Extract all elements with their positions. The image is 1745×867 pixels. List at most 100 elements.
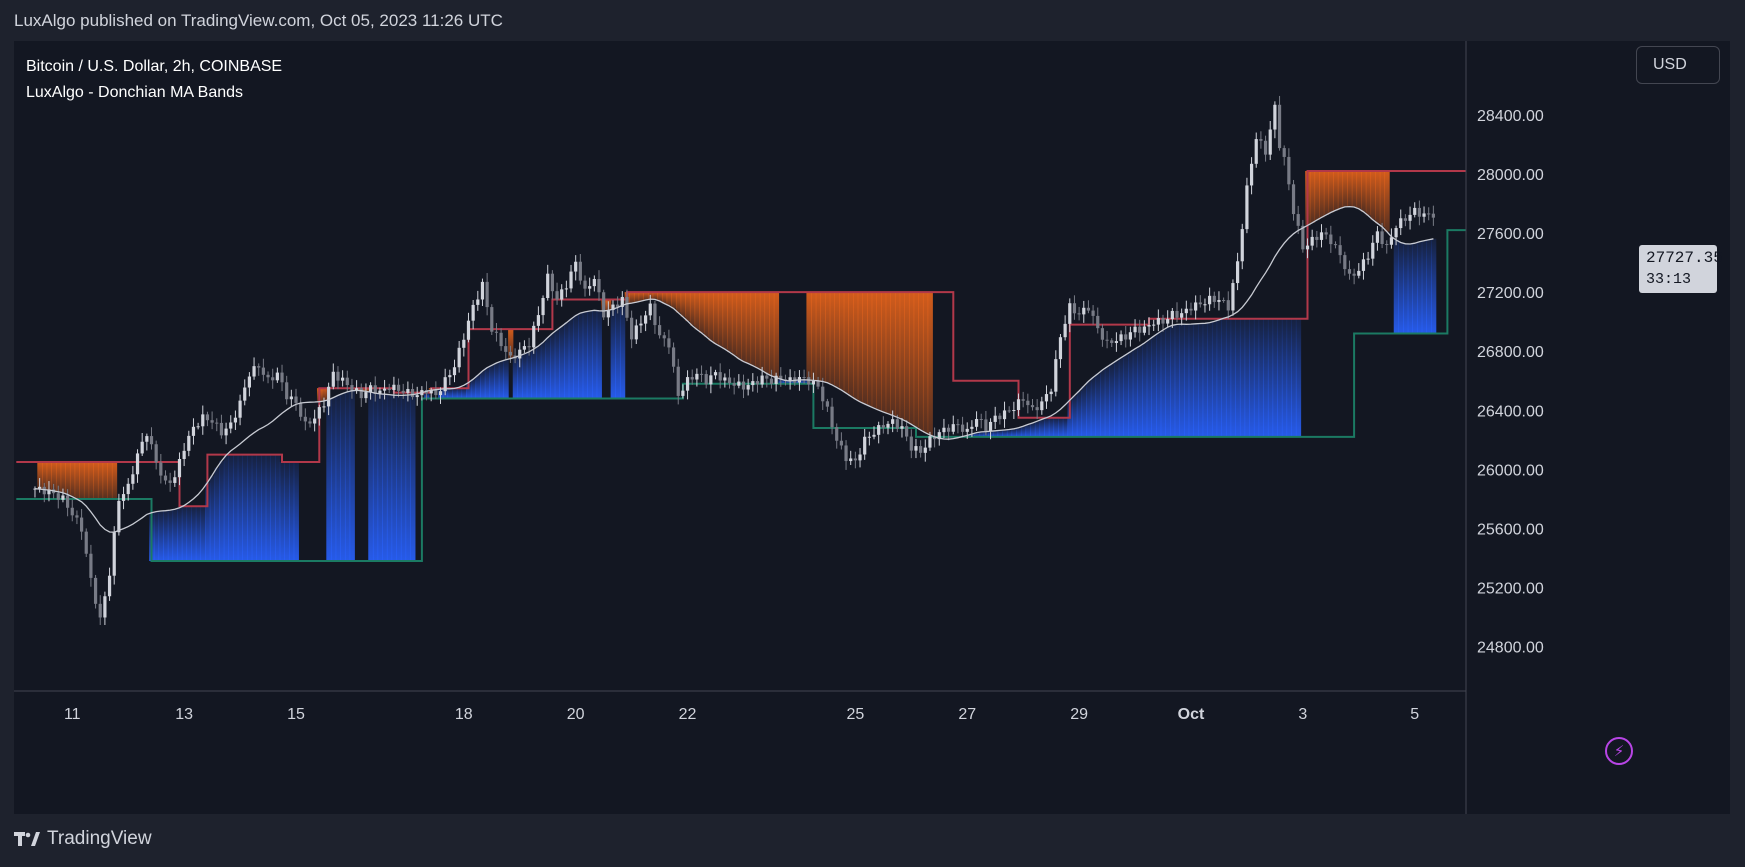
candle xyxy=(191,418,196,445)
candle xyxy=(1128,326,1132,347)
candle xyxy=(1263,135,1268,162)
x-tick-label: 20 xyxy=(567,706,585,723)
candle xyxy=(1268,120,1272,161)
candle xyxy=(443,368,447,396)
candle xyxy=(1245,177,1249,234)
candle xyxy=(1352,268,1356,285)
candle xyxy=(1357,263,1361,279)
symbol-title[interactable]: Bitcoin / U.S. Dollar, 2h, COINBASE xyxy=(26,58,283,75)
candle xyxy=(1208,287,1212,311)
candle xyxy=(946,424,951,441)
candle xyxy=(280,364,284,392)
candle xyxy=(1058,333,1063,368)
candle xyxy=(1394,225,1398,246)
candle xyxy=(788,369,792,390)
chart-legend: Bitcoin / U.S. Dollar, 2h, COINBASE LuxA… xyxy=(26,54,282,106)
candle xyxy=(1035,399,1039,419)
candle xyxy=(448,369,452,386)
candle xyxy=(546,264,550,301)
candle xyxy=(275,367,279,383)
candle xyxy=(886,421,890,435)
candle xyxy=(867,431,871,446)
x-tick-label: 27 xyxy=(958,706,976,723)
chart-pane[interactable]: 24800.00 25200.00 25600.00 26000.00 26400.00… xyxy=(14,41,1730,814)
candle xyxy=(1222,297,1226,303)
candle xyxy=(676,358,680,405)
currency-button[interactable]: USD xyxy=(1636,46,1720,84)
x-tick-label: 11 xyxy=(64,706,81,723)
candle xyxy=(644,310,648,332)
candle xyxy=(406,381,410,402)
bar-countdown: 33:13 xyxy=(1646,271,1692,288)
candle xyxy=(163,470,168,485)
candle xyxy=(364,383,368,403)
y-tick-label: 25600.00 xyxy=(1477,522,1544,539)
candle xyxy=(755,376,760,393)
candle xyxy=(266,371,270,384)
candle xyxy=(1347,260,1352,280)
candle xyxy=(415,386,419,406)
candle xyxy=(471,299,475,330)
candle xyxy=(1240,223,1244,270)
candle xyxy=(1305,238,1310,259)
candle xyxy=(872,426,876,440)
candle xyxy=(1184,300,1188,321)
candle xyxy=(485,273,489,316)
candle xyxy=(667,329,671,354)
candle xyxy=(569,264,573,293)
candle xyxy=(1138,319,1142,342)
candle xyxy=(522,340,527,353)
candle xyxy=(182,443,186,467)
candle xyxy=(56,485,60,509)
candle xyxy=(177,452,182,486)
lightning-icon[interactable]: ⚡ xyxy=(1605,737,1633,765)
candle xyxy=(322,397,326,413)
price-chart[interactable]: 24800.00 25200.00 25600.00 26000.00 26400.00… xyxy=(14,41,1730,814)
candle xyxy=(709,366,713,394)
candle xyxy=(891,410,895,433)
candle xyxy=(1212,291,1216,308)
candle xyxy=(1170,307,1174,328)
tradingview-brand[interactable]: TradingView xyxy=(14,828,152,850)
candle xyxy=(294,388,298,411)
candles xyxy=(33,95,1435,625)
candle xyxy=(490,304,494,336)
indicator-title[interactable]: LuxAlgo - Donchian MA Bands xyxy=(26,84,244,101)
candle xyxy=(229,415,233,434)
candle xyxy=(187,430,191,457)
candle xyxy=(1301,219,1305,253)
candle xyxy=(1259,131,1263,149)
candle xyxy=(1371,235,1375,266)
x-tick-label: 25 xyxy=(846,706,864,723)
candle xyxy=(1152,319,1156,331)
candle xyxy=(121,486,126,510)
candle xyxy=(1329,225,1333,253)
candle xyxy=(1194,295,1198,320)
candle xyxy=(1063,315,1067,341)
candle xyxy=(126,478,130,501)
candle xyxy=(1002,401,1007,428)
x-tick-label: 18 xyxy=(455,706,473,723)
candle xyxy=(140,432,144,457)
candle xyxy=(1147,317,1151,336)
upper-band-line xyxy=(16,170,1466,508)
candle xyxy=(205,411,210,427)
candle xyxy=(1417,200,1421,226)
candle xyxy=(457,340,461,373)
candle xyxy=(1427,207,1431,221)
candle xyxy=(1142,320,1146,336)
candle xyxy=(1110,338,1114,348)
candle xyxy=(993,406,997,429)
candle xyxy=(1100,324,1105,347)
candle xyxy=(518,342,522,368)
candle xyxy=(257,363,261,376)
candle xyxy=(93,574,98,609)
candle xyxy=(499,328,503,351)
candle xyxy=(131,466,135,490)
candle xyxy=(331,363,335,390)
candle xyxy=(583,275,587,297)
candle xyxy=(1091,305,1095,325)
candle xyxy=(825,398,829,412)
candle xyxy=(839,432,843,450)
candle xyxy=(1166,310,1170,327)
